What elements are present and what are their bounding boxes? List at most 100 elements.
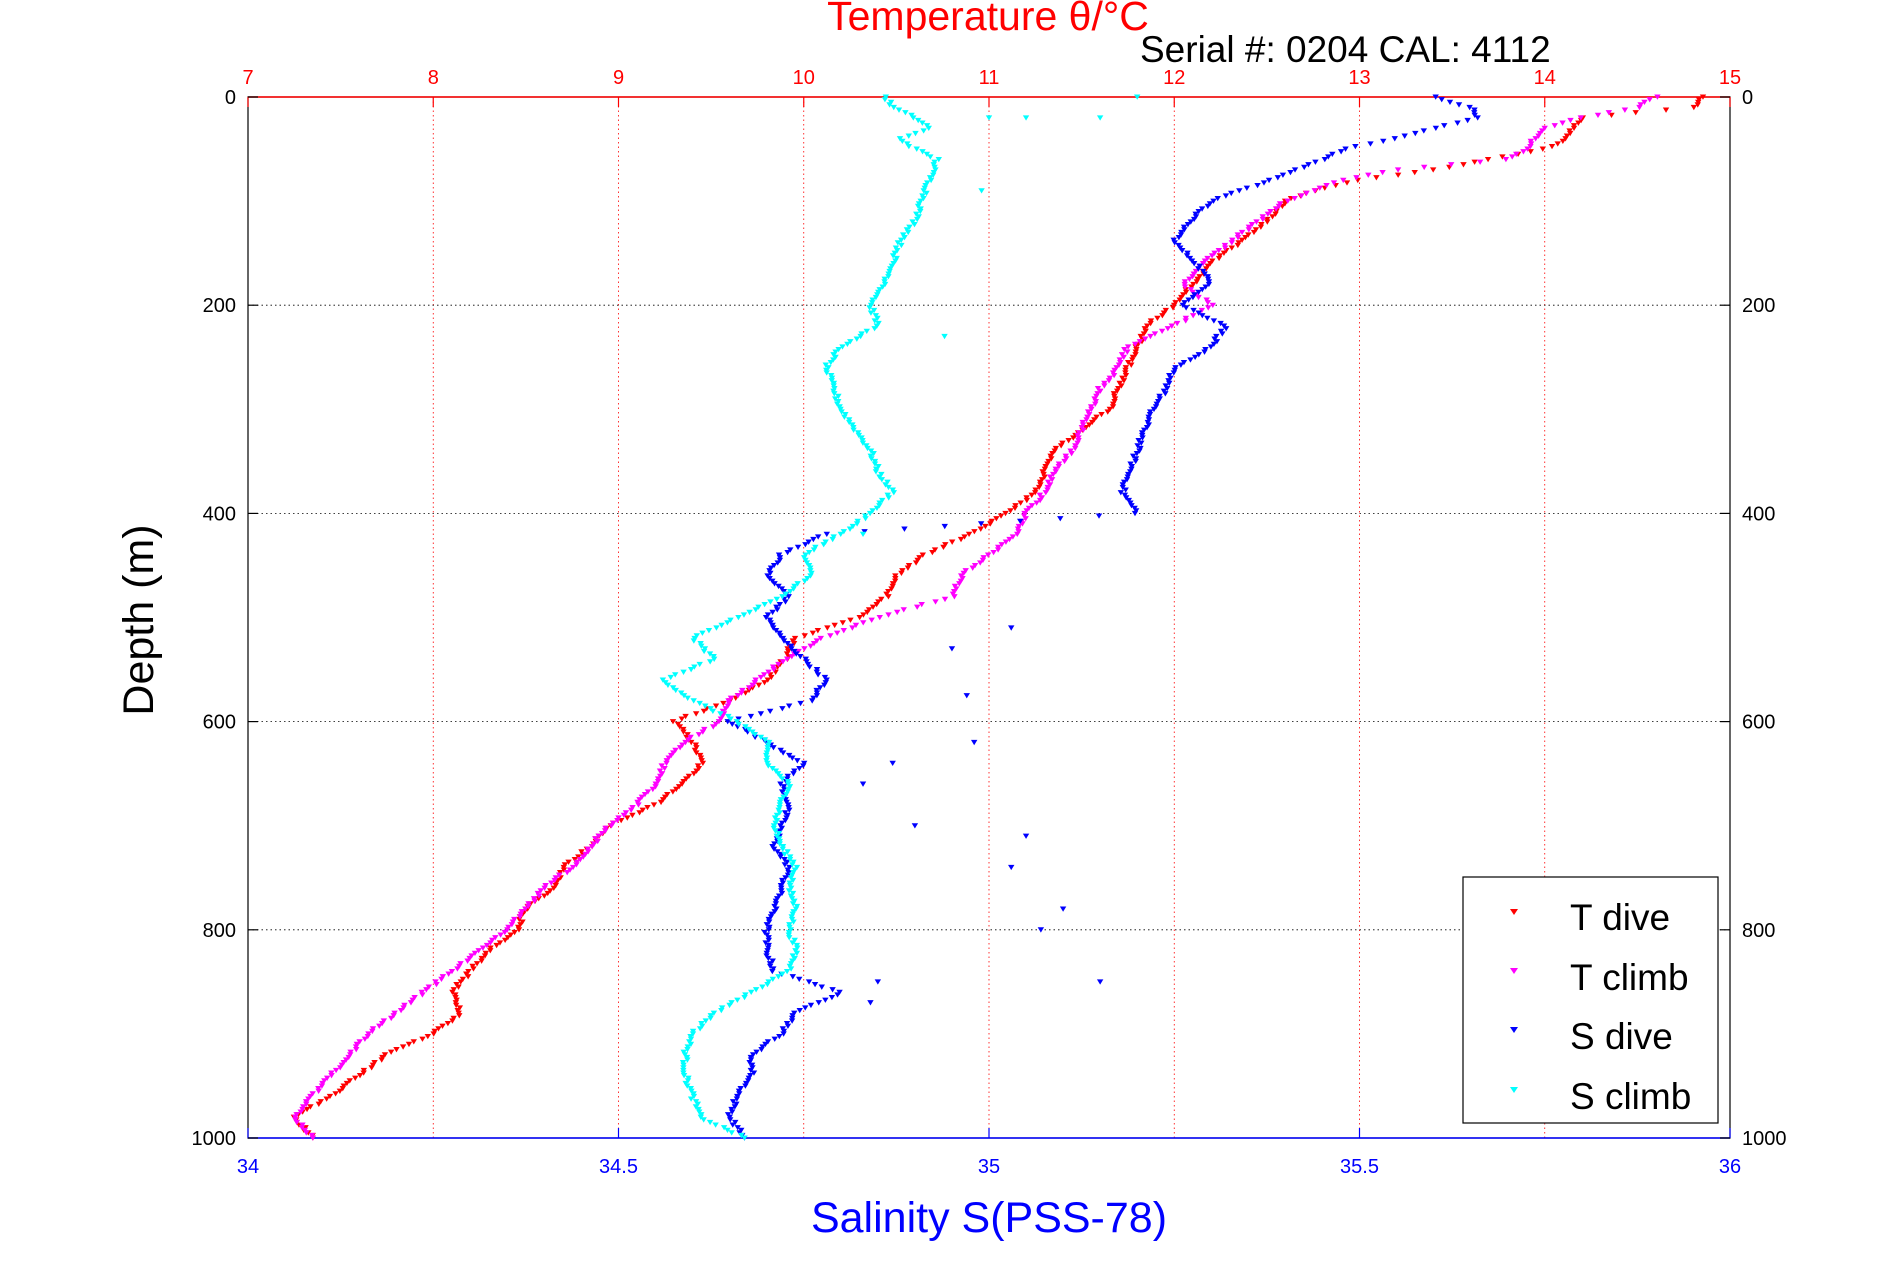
data-point-s-climb	[680, 669, 687, 675]
data-point-t-dive	[1429, 167, 1437, 173]
data-point-s-climb	[782, 591, 790, 597]
data-point-t-dive	[993, 516, 1000, 522]
data-point-s-climb	[748, 989, 755, 996]
data-point-s-dive	[1195, 289, 1202, 295]
data-point-s-climb	[831, 391, 838, 397]
data-point-t-climb	[860, 620, 867, 626]
data-point-s-climb	[696, 700, 703, 707]
x-axis-label: Salinity S(PSS-78)	[811, 1194, 1167, 1242]
data-point-s-climb	[728, 1130, 735, 1136]
data-point-t-dive	[814, 628, 822, 634]
data-point-t-climb	[1291, 195, 1298, 202]
data-point-t-climb	[807, 643, 814, 649]
data-point-s-climb	[684, 1047, 691, 1053]
data-point-s-dive	[1122, 487, 1129, 493]
data-point-s-climb	[765, 763, 772, 769]
data-point-t-dive	[680, 729, 687, 735]
data-point-t-climb	[1365, 172, 1372, 178]
data-point-s-climb	[672, 672, 679, 678]
data-point-t-climb	[1147, 333, 1154, 340]
data-point-s-dive	[1274, 175, 1282, 181]
data-point-t-dive	[801, 633, 808, 639]
data-point-s-climb	[767, 599, 774, 605]
data-point-s-dive	[796, 1007, 803, 1014]
data-point-t-dive	[678, 716, 686, 722]
data-point-t-climb	[1559, 120, 1566, 126]
data-point-t-climb	[682, 739, 689, 746]
data-point-s-dive-outlier	[1008, 864, 1015, 871]
data-point-t-dive	[1023, 497, 1031, 504]
legend-marker-s-dive	[1510, 1027, 1518, 1033]
data-point-s-climb	[912, 130, 919, 137]
data-point-s-dive-outlier	[970, 739, 978, 746]
data-point-s-climb-outlier	[985, 115, 993, 121]
data-point-s-climb	[772, 828, 779, 834]
data-point-s-climb	[789, 940, 796, 946]
data-point-t-dive	[1257, 224, 1265, 230]
data-point-t-dive	[700, 708, 708, 714]
data-point-t-dive	[435, 1026, 442, 1032]
data-point-t-dive	[1147, 320, 1154, 327]
data-point-s-dive	[1254, 182, 1261, 189]
data-point-t-climb	[1605, 110, 1613, 116]
data-point-s-climb	[871, 326, 878, 332]
data-point-t-dive	[1002, 510, 1009, 517]
data-point-s-dive	[1095, 513, 1103, 519]
data-point-t-climb	[1173, 320, 1181, 327]
data-point-t-climb	[487, 940, 494, 946]
data-point-t-climb	[522, 906, 529, 912]
data-point-s-dive	[1190, 216, 1198, 223]
data-point-s-dive	[789, 974, 796, 980]
data-point-s-dive	[1170, 370, 1178, 376]
data-point-t-dive	[1570, 125, 1578, 132]
data-point-t-climb	[1448, 162, 1455, 168]
data-point-s-climb	[709, 708, 717, 714]
data-point-s-climb	[904, 229, 912, 236]
data-point-s-climb	[790, 919, 797, 925]
legend-label-s-dive: S dive	[1570, 1016, 1673, 1057]
data-point-t-dive	[1662, 107, 1670, 113]
data-point-s-dive	[775, 583, 782, 590]
data-point-t-climb	[941, 596, 949, 603]
legend: T dive T climb S dive S climb	[1462, 876, 1719, 1124]
data-point-s-dive	[729, 1099, 737, 1105]
data-point-s-dive	[1201, 349, 1208, 355]
data-point-t-dive	[965, 531, 973, 538]
data-point-t-dive	[1373, 175, 1380, 181]
data-point-s-climb	[684, 1083, 691, 1089]
data-point-t-climb	[1234, 235, 1242, 241]
data-point-t-dive	[368, 1065, 375, 1071]
data-point-s-dive	[1432, 125, 1440, 132]
data-point-s-dive	[1214, 195, 1221, 202]
data-point-s-dive	[1391, 136, 1398, 142]
data-point-s-dive	[747, 713, 755, 720]
data-point-t-climb	[810, 641, 818, 647]
data-point-s-dive	[782, 599, 789, 605]
data-point-s-dive	[1205, 281, 1213, 288]
data-point-t-climb	[464, 958, 471, 964]
data-point-t-dive	[669, 789, 677, 795]
data-point-s-dive	[1204, 203, 1212, 210]
data-point-t-dive	[439, 1023, 446, 1029]
data-point-s-dive	[828, 994, 836, 1001]
data-point-s-climb	[696, 661, 703, 668]
data-point-t-climb	[1168, 323, 1175, 329]
data-point-t-climb	[471, 950, 479, 957]
data-point-t-climb	[1532, 136, 1539, 142]
data-point-s-dive	[779, 706, 786, 712]
data-point-s-dive	[769, 609, 776, 616]
data-point-t-climb	[1083, 417, 1090, 423]
data-point-s-climb	[757, 734, 765, 741]
data-point-s-dive	[805, 539, 812, 545]
data-point-t-dive	[720, 700, 727, 707]
data-point-t-climb	[1141, 336, 1149, 342]
data-point-s-climb	[801, 578, 808, 584]
data-point-s-dive	[784, 1023, 792, 1029]
data-point-s-dive	[771, 1036, 778, 1042]
data-point-s-dive	[1187, 357, 1194, 363]
data-point-s-dive	[794, 544, 802, 551]
data-point-t-climb	[1551, 123, 1558, 129]
data-point-t-climb	[1048, 477, 1056, 483]
data-point-t-climb	[595, 833, 602, 839]
data-point-s-dive	[1199, 313, 1206, 319]
